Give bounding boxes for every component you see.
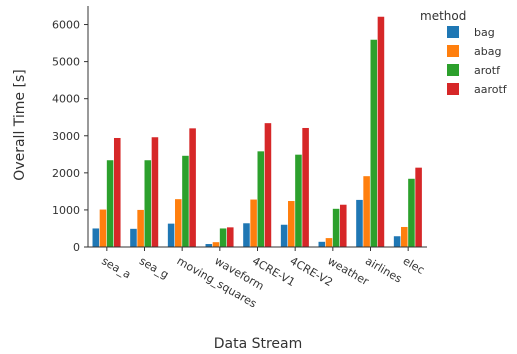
bar-aarotf-waveform bbox=[226, 227, 234, 247]
x-tick-label: sea_g bbox=[137, 254, 171, 281]
legend: method bag abag arotf aarotf bbox=[420, 9, 508, 96]
x-tick-label: elec bbox=[401, 254, 427, 277]
x-tick-label: weather bbox=[325, 254, 371, 288]
bar-bag-weather bbox=[318, 241, 326, 247]
bar-bag-waveform bbox=[205, 244, 213, 247]
legend-label-arotf: arotf bbox=[474, 64, 501, 77]
y-tick-label: 6000 bbox=[52, 19, 80, 32]
legend-swatch-aarotf bbox=[447, 83, 459, 95]
y-axis-title: Overall Time [s] bbox=[12, 69, 28, 180]
bar-abag-elec bbox=[401, 226, 408, 247]
y-tick-label: 4000 bbox=[52, 93, 80, 106]
y-tick-label: 1000 bbox=[52, 204, 80, 217]
x-axis: sea_a sea_g moving_squareswaveform4CRE-V14… bbox=[88, 246, 427, 311]
legend-swatch-abag bbox=[447, 45, 459, 57]
bar-aarotf-airlines bbox=[377, 16, 385, 247]
bar-abag-airlines bbox=[363, 176, 370, 247]
bar-arotf-airlines bbox=[370, 39, 378, 247]
bar-abag-waveform bbox=[212, 242, 220, 247]
bar-aarotf-sea_g bbox=[151, 137, 159, 247]
legend-label-bag: bag bbox=[474, 26, 495, 39]
x-tick-label: sea_a bbox=[99, 254, 133, 281]
x-axis-title: Data Stream bbox=[214, 336, 303, 352]
legend-swatch-bag bbox=[447, 26, 459, 38]
bar-bag-sea_a bbox=[92, 228, 100, 247]
legend-title: method bbox=[420, 9, 466, 23]
bar-aarotf-moving_squares bbox=[189, 128, 196, 247]
bar-aarotf-4CRE-V2 bbox=[302, 127, 309, 247]
bar-aarotf-4CRE-V1 bbox=[264, 123, 272, 247]
y-tick-label: 5000 bbox=[52, 56, 80, 69]
bar-bag-4CRE-V2 bbox=[280, 224, 288, 247]
bar-abag-4CRE-V1 bbox=[250, 199, 257, 247]
bar-arotf-elec bbox=[408, 178, 415, 247]
bar-aarotf-weather bbox=[339, 204, 347, 247]
bar-bag-sea_g bbox=[130, 228, 137, 247]
plot-area bbox=[92, 16, 422, 247]
bar-abag-4CRE-V2 bbox=[288, 201, 295, 247]
y-tick-label: 0 bbox=[73, 241, 80, 254]
bar-aarotf-sea_a bbox=[113, 137, 121, 247]
y-axis: 0 1000 2000 3000 4000 5000 6000 bbox=[52, 6, 89, 254]
legend-label-aarotf: aarotf bbox=[474, 83, 508, 96]
legend-swatch-arotf bbox=[447, 64, 459, 76]
bar-abag-moving_squares bbox=[175, 199, 182, 247]
bar-bag-airlines bbox=[356, 199, 363, 247]
bar-abag-sea_g bbox=[137, 209, 144, 247]
x-tick-label: airlines bbox=[363, 254, 404, 285]
y-tick-label: 2000 bbox=[52, 167, 80, 180]
bar-bag-elec bbox=[393, 236, 401, 247]
bar-arotf-waveform bbox=[219, 228, 227, 247]
bar-arotf-moving_squares bbox=[182, 155, 189, 247]
bar-abag-weather bbox=[325, 238, 333, 247]
bar-arotf-4CRE-V1 bbox=[257, 151, 265, 247]
bar-arotf-weather bbox=[332, 208, 340, 247]
bar-bag-moving_squares bbox=[167, 223, 175, 247]
bar-arotf-sea_g bbox=[144, 160, 152, 247]
y-tick-label: 3000 bbox=[52, 130, 80, 143]
bar-arotf-sea_a bbox=[106, 160, 114, 247]
bar-bag-4CRE-V1 bbox=[243, 223, 250, 247]
bar-arotf-4CRE-V2 bbox=[295, 154, 302, 247]
bar-abag-sea_a bbox=[99, 209, 107, 247]
legend-label-abag: abag bbox=[474, 45, 501, 58]
bar-aarotf-elec bbox=[415, 167, 422, 247]
